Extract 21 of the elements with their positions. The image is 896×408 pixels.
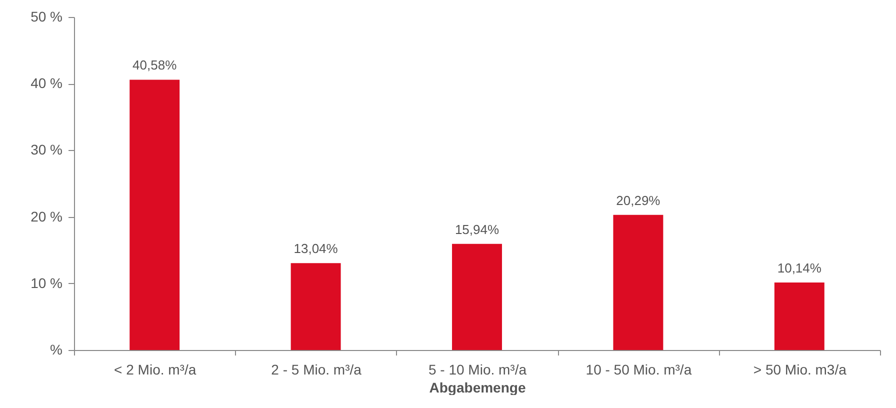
bar	[130, 80, 180, 350]
bar	[774, 282, 824, 350]
data-label: 10,14%	[777, 260, 822, 276]
x-tick-label: 10 - 50 Mio. m³/a	[586, 362, 692, 378]
data-label: 20,29%	[616, 192, 661, 208]
bar	[290, 263, 341, 350]
y-tick-label: %	[50, 342, 62, 358]
y-tick-label: 50 %	[30, 8, 62, 24]
y-tick-label: 20 %	[30, 208, 62, 224]
bar	[613, 214, 664, 350]
x-tick-label: < 2 Mio. m³/a	[114, 362, 196, 378]
data-label: 13,04%	[294, 241, 338, 256]
data-label: 40,58%	[132, 58, 178, 73]
x-tick-label: 5 - 10 Mio. m³/a	[428, 362, 527, 378]
data-label: 15,94%	[454, 222, 500, 237]
bar	[452, 244, 502, 350]
x-tick-label: > 50 Mio. m3/a	[753, 362, 847, 378]
x-tick-label: 2 - 5 Mio. m³/a	[271, 362, 362, 378]
y-tick-label: 10 %	[30, 274, 62, 291]
y-tick-label: 30 %	[30, 142, 62, 158]
y-tick-label: 40 %	[30, 75, 62, 92]
